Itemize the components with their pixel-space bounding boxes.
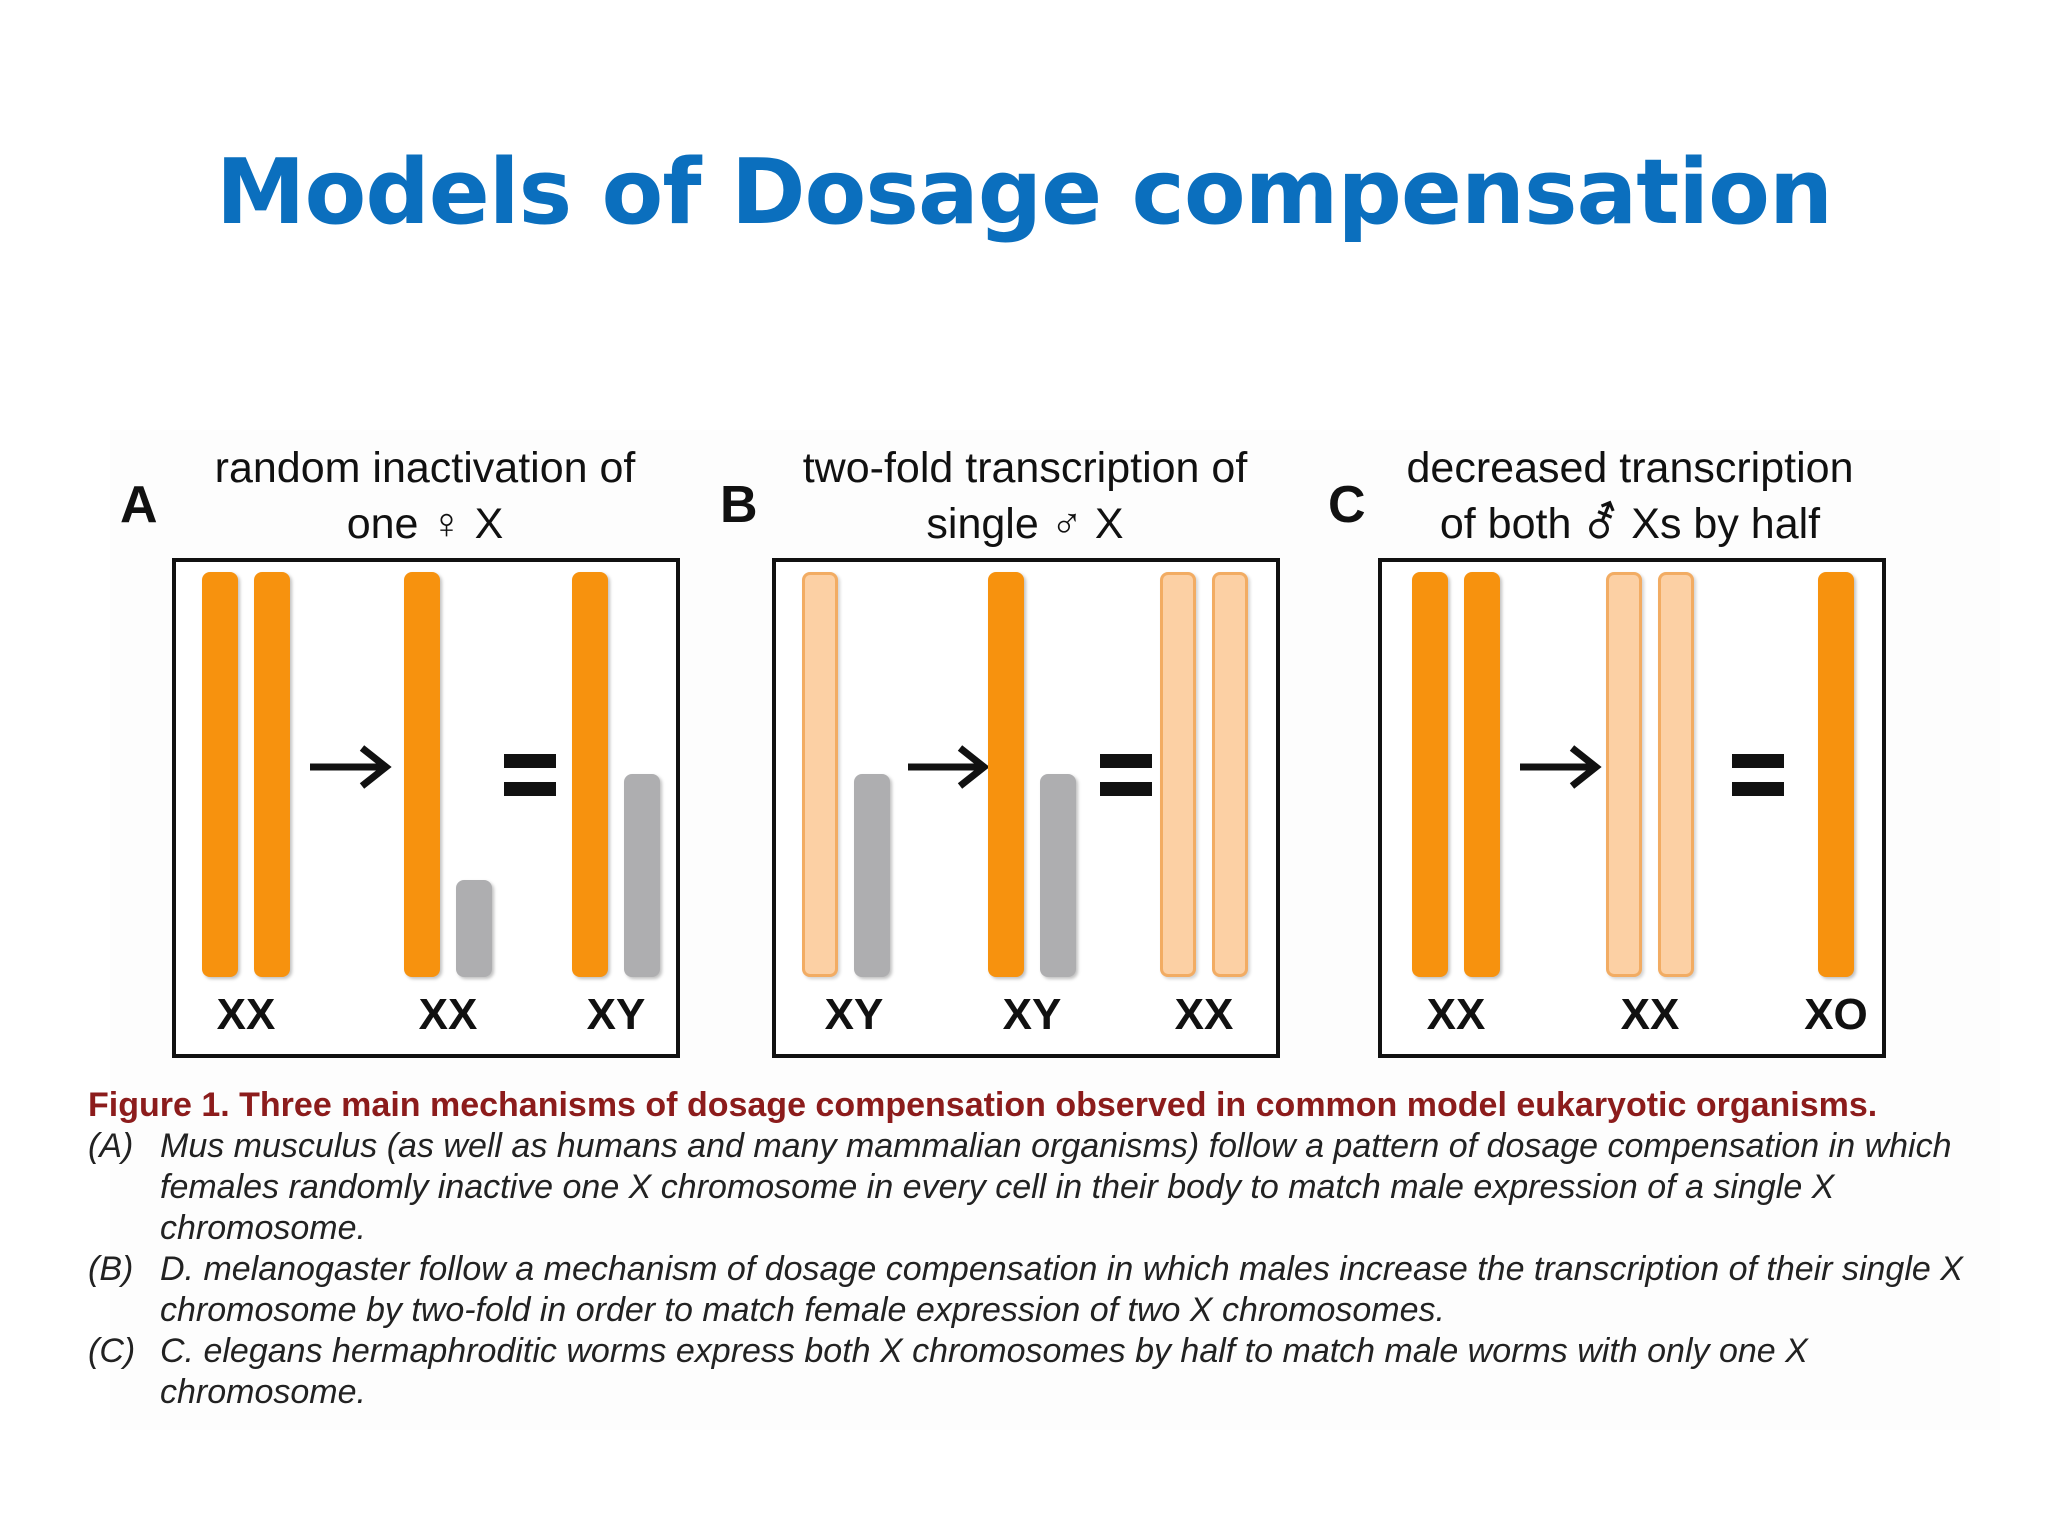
genotype-label: XX [418,990,478,1039]
genotype-label: XO [1804,990,1868,1039]
x-chromosome-basal [1160,572,1196,977]
panel-b-box: XY XY XX [772,558,1280,1058]
figure-caption: Figure 1. Three main mechanisms of dosag… [88,1085,1988,1413]
x-chromosome-basal [802,572,838,977]
panel-c-box: XX XX XO [1378,558,1886,1058]
panel-c-title-line2: of both ⚦ Xs by half [1439,500,1821,548]
arrow-right-icon [908,745,990,789]
panel-a-title-line2: one ♀ X [346,500,504,548]
x-chromosome-active [254,572,290,977]
panel-b-title-line1: two-fold transcription of [802,444,1248,492]
caption-heading: Figure 1. Three main mechanisms of dosag… [88,1086,1878,1124]
x-chromosome-downregulated [1606,572,1642,977]
equals-sign-icon [1732,754,1784,796]
caption-item-b: (B) D. melanogaster follow a mechanism o… [88,1249,1988,1331]
panel-a-title-line1: random inactivation of [214,444,636,492]
panel-a-title: random inactivation of one ♀ X [195,440,655,552]
caption-item-label: (A) [88,1127,134,1165]
genotype-label: XX [216,990,276,1039]
panel-a-letter: A [120,476,158,534]
x-chromosome-inactivated [456,880,492,977]
genotype-label: XX [1426,990,1486,1039]
equals-sign-icon [504,754,556,796]
x-chromosome-upregulated [988,572,1024,977]
panel-c-letter: C [1328,476,1366,534]
slide-title: Models of Dosage compensation [215,140,1833,245]
caption-item-text: D. melanogaster follow a mechanism of do… [160,1250,1963,1329]
caption-item-label: (B) [88,1250,134,1288]
panel-b-title: two-fold transcription of single ♂ X [795,440,1255,552]
arrow-right-icon [1520,745,1602,789]
x-chromosome-active [404,572,440,977]
caption-item-label: (C) [88,1332,136,1370]
y-chromosome [1040,774,1076,977]
panel-a-box: XX XX XY [172,558,680,1058]
panel-c-title-line1: decreased transcription [1406,444,1854,492]
genotype-label: XX [1620,990,1680,1039]
caption-item-text: C. elegans hermaphroditic worms express … [160,1332,1808,1411]
genotype-label: XY [586,990,646,1039]
x-chromosome-active [572,572,608,977]
dosage-compensation-figure: A random inactivation of one ♀ X XX XX X… [110,430,2000,1430]
y-chromosome [624,774,660,977]
panel-b-title-line2: single ♂ X [926,500,1124,548]
x-chromosome-active [1464,572,1500,977]
x-chromosome-active [1818,572,1854,977]
genotype-label: XY [1002,990,1062,1039]
panel-b-letter: B [720,476,758,534]
x-chromosome-basal [1212,572,1248,977]
caption-item-text: Mus musculus (as well as humans and many… [160,1127,1952,1247]
y-chromosome [854,774,890,977]
x-chromosome-active [202,572,238,977]
genotype-label: XX [1174,990,1234,1039]
panel-c-title: decreased transcription of both ⚦ Xs by … [1400,440,1860,552]
equals-sign-icon [1100,754,1152,796]
x-chromosome-downregulated [1658,572,1694,977]
x-chromosome-active [1412,572,1448,977]
genotype-label: XY [824,990,884,1039]
caption-item-a: (A) Mus musculus (as well as humans and … [88,1126,1988,1249]
caption-item-c: (C) C. elegans hermaphroditic worms expr… [88,1331,1988,1413]
arrow-right-icon [310,745,392,789]
